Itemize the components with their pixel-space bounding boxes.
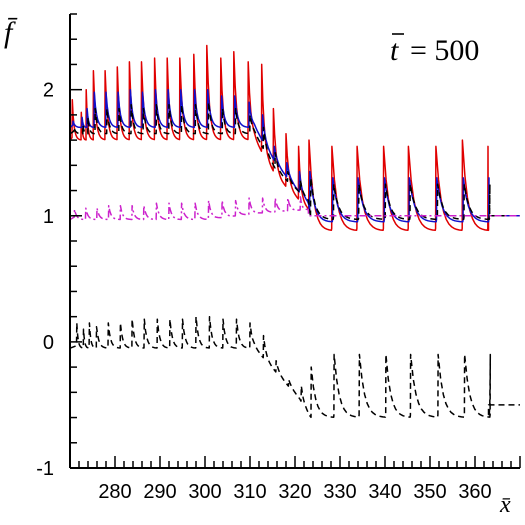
ticks: -1 0 1 2 280 290 300 310 320 330 340 350 360 (36, 13, 521, 503)
x-tick-label: 320 (278, 481, 311, 503)
plot-area (70, 44, 520, 419)
series-line-black-4 (70, 315, 520, 419)
series-line-red-0 (70, 44, 520, 232)
x-tick-label: 290 (143, 481, 176, 503)
x-tick-label: 280 (98, 481, 131, 503)
y-tick-label: 1 (43, 206, 54, 228)
axes (69, 14, 520, 469)
x-tick-label: 350 (413, 481, 446, 503)
y-axis-label: f̄ (4, 16, 18, 49)
x-tick-label: 310 (233, 481, 266, 503)
y-tick-label: 2 (43, 80, 54, 102)
annotation-variable: t (390, 34, 399, 67)
y-tick-label: -1 (36, 458, 54, 480)
y-tick-label: 0 (43, 332, 54, 354)
annotation-value: = 500 (410, 34, 479, 67)
x-tick-label: 360 (458, 481, 491, 503)
x-axis-label-text: x̄ (499, 492, 511, 518)
x-tick-label: 330 (323, 481, 356, 503)
series-line-black-2 (70, 101, 520, 221)
y-axis-label-text: f̄ (4, 16, 18, 49)
x-tick-label: 300 (188, 481, 221, 503)
time-annotation: t = 500 (390, 33, 479, 67)
series-line-blue-1 (70, 88, 520, 223)
x-tick-label: 340 (368, 481, 401, 503)
x-axis-label: x̄ (499, 492, 511, 518)
series-line-magenta-3 (70, 196, 520, 221)
